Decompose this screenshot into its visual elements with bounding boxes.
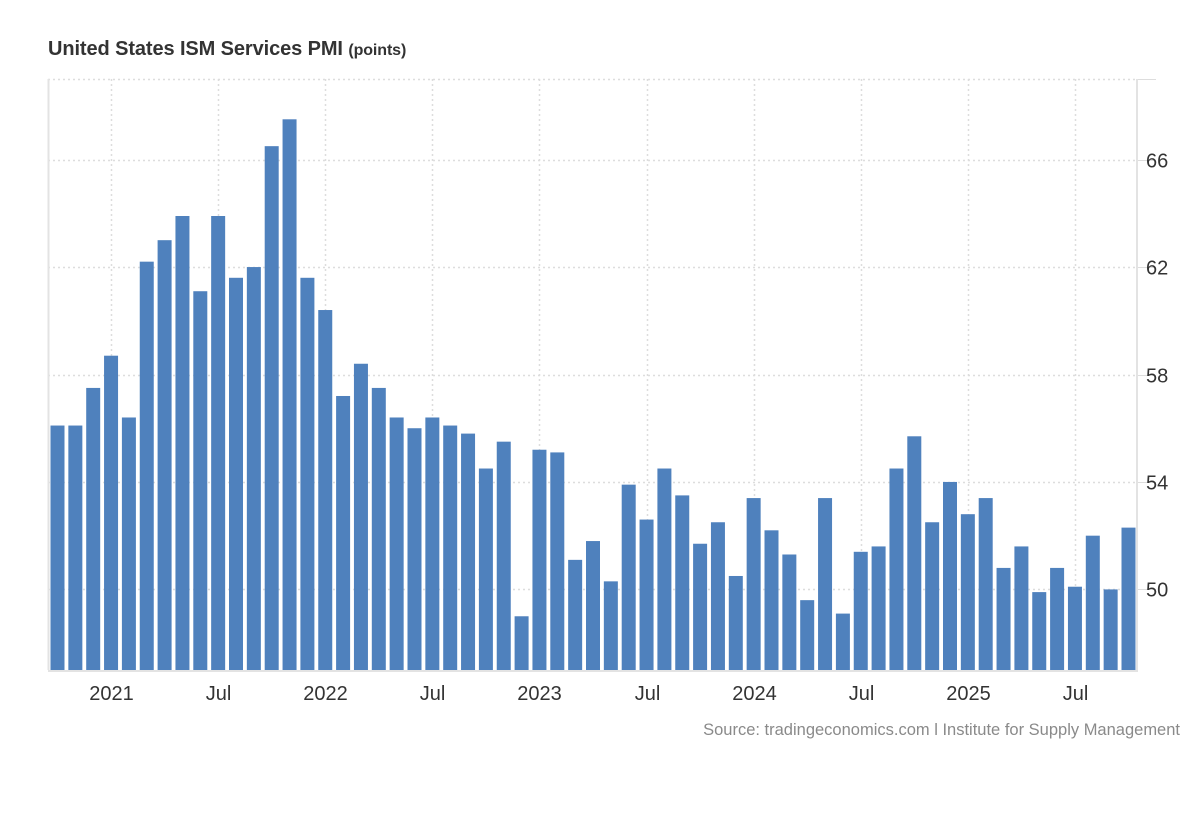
x-tick-label: Jul bbox=[849, 683, 875, 705]
x-tick-label: 2022 bbox=[303, 683, 348, 705]
bar-2022-01 bbox=[318, 310, 333, 670]
bar-2023-04 bbox=[586, 541, 600, 670]
bar-2025-07 bbox=[1067, 586, 1082, 670]
bar-2023-11 bbox=[710, 522, 725, 670]
y-tick-label: 54 bbox=[1146, 473, 1168, 495]
bar-2025-10 bbox=[1121, 527, 1136, 670]
bar-2020-10 bbox=[50, 425, 65, 670]
y-tick-labels: 50 54 58 62 66 bbox=[1146, 151, 1168, 602]
bar-2023-08 bbox=[657, 468, 672, 670]
bar-2021-02 bbox=[121, 417, 136, 670]
bar-2023-06 bbox=[621, 484, 636, 670]
bar-2021-07 bbox=[211, 216, 226, 670]
x-tick-label: 2021 bbox=[89, 683, 134, 705]
x-tick-labels: 2021 Jul 2022 Jul 2023 Jul 2024 Jul 2025 Jul bbox=[89, 683, 1088, 705]
y-tick-label: 50 bbox=[1146, 580, 1168, 602]
bar-2021-12 bbox=[300, 277, 315, 670]
bar-2023-10 bbox=[693, 543, 708, 670]
x-tick-label: Jul bbox=[1063, 683, 1089, 705]
bar-2021-09 bbox=[246, 267, 261, 670]
bar-2024-05 bbox=[818, 498, 833, 670]
bar-2021-03 bbox=[139, 261, 154, 670]
bar-2024-07 bbox=[853, 551, 868, 670]
bar-2020-11 bbox=[68, 425, 83, 670]
bar-2022-07 bbox=[425, 417, 440, 670]
bar-2024-04 bbox=[800, 600, 815, 670]
bar-2022-04 bbox=[371, 387, 386, 670]
bar-2022-11 bbox=[496, 441, 511, 670]
bar-2024-12 bbox=[943, 481, 957, 670]
bar-2024-11 bbox=[925, 522, 940, 670]
bar-2021-01 bbox=[104, 355, 119, 670]
bar-2025-03 bbox=[996, 567, 1011, 670]
chart-title-text: United States ISM Services PMI bbox=[48, 38, 343, 60]
x-tick-label: 2023 bbox=[517, 683, 562, 705]
bar-2025-06 bbox=[1050, 567, 1065, 670]
bar-2022-08 bbox=[443, 425, 458, 670]
bar-2025-05 bbox=[1032, 592, 1047, 670]
bar-2023-03 bbox=[568, 559, 583, 670]
x-tick-label: 2025 bbox=[946, 683, 991, 705]
bar-2022-05 bbox=[389, 417, 404, 670]
bar-2024-10 bbox=[907, 436, 922, 670]
bars bbox=[50, 119, 1136, 671]
bar-2024-09 bbox=[889, 468, 904, 670]
bar-2020-12 bbox=[86, 387, 101, 670]
bar-2024-06 bbox=[835, 613, 850, 670]
chart-unit: (points) bbox=[348, 42, 407, 59]
bar-2023-07 bbox=[639, 519, 654, 670]
bar-2023-02 bbox=[550, 452, 565, 670]
x-tick-label: Jul bbox=[635, 683, 661, 705]
axes bbox=[47, 79, 1156, 672]
y-tick-label: 66 bbox=[1146, 151, 1168, 173]
x-tick-label: 2024 bbox=[732, 683, 777, 705]
chart-title: United States ISM Services PMI (points) bbox=[48, 38, 406, 61]
bar-2022-09 bbox=[461, 433, 476, 670]
bar-2024-03 bbox=[782, 554, 797, 670]
bar-2025-09 bbox=[1103, 589, 1118, 670]
bar-2024-08 bbox=[871, 546, 886, 670]
x-tick-label: Jul bbox=[420, 683, 446, 705]
y-tick-label: 58 bbox=[1146, 366, 1168, 388]
bar-2022-12 bbox=[514, 616, 529, 670]
bar-2022-06 bbox=[407, 428, 422, 670]
x-tick-label: Jul bbox=[206, 683, 232, 705]
y-tick-label: 62 bbox=[1146, 258, 1168, 280]
bar-2021-10 bbox=[264, 146, 279, 670]
bar-2023-01 bbox=[532, 449, 547, 670]
bar-2025-08 bbox=[1085, 535, 1100, 670]
bar-2023-05 bbox=[603, 581, 618, 670]
bar-2022-03 bbox=[353, 363, 368, 670]
bar-2025-01 bbox=[960, 514, 975, 670]
bar-2022-02 bbox=[336, 395, 351, 670]
bar-2023-12 bbox=[728, 575, 743, 670]
bar-2024-02 bbox=[764, 530, 779, 670]
bar-2021-11 bbox=[282, 119, 297, 671]
bar-2024-01 bbox=[746, 498, 761, 670]
bar-2022-10 bbox=[478, 468, 493, 670]
bar-2021-06 bbox=[193, 291, 208, 670]
bar-2025-02 bbox=[978, 498, 993, 670]
bar-2025-04 bbox=[1014, 546, 1029, 670]
source-note: Source: tradingeconomics.com l Institute… bbox=[703, 721, 1180, 739]
bar-2023-09 bbox=[675, 495, 690, 670]
bar-2021-04 bbox=[157, 240, 172, 670]
bar-2021-08 bbox=[229, 277, 243, 670]
bar-2021-05 bbox=[175, 216, 190, 670]
